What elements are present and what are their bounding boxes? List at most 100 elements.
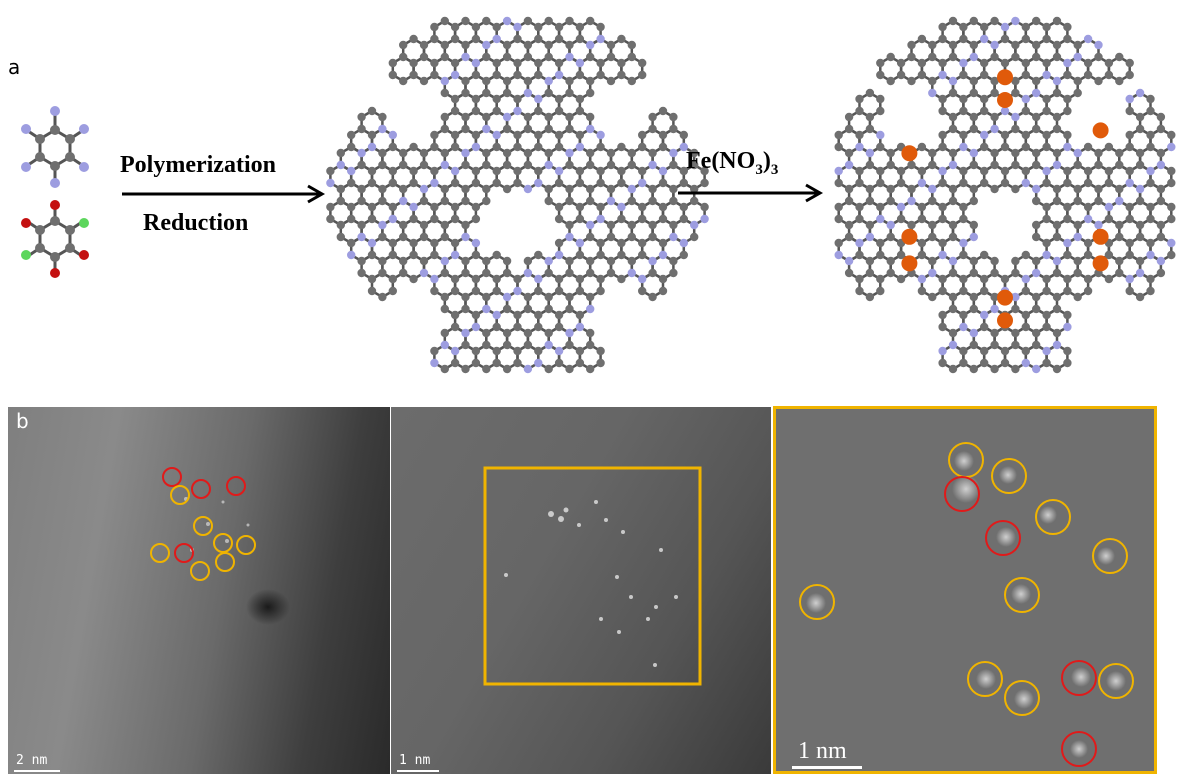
carbon-atom [1032,196,1041,206]
red-circle [191,479,211,499]
nitrogen-atom [959,238,968,248]
carbon-atom [617,34,626,44]
carbon-atom [326,166,335,176]
carbon-atom [980,358,989,368]
carbon-atom [575,106,585,116]
carbon-atom [388,238,397,248]
carbon-atom [658,142,668,152]
carbon-atom [1156,196,1166,206]
carbon-atom [461,256,470,266]
nitrogen-atom [1125,178,1134,188]
carbon-atom [347,214,356,224]
carbon-atom [1094,76,1103,86]
carbon-atom [1052,124,1062,134]
carbon-atom [502,124,512,134]
carbon-atom [896,214,906,224]
carbon-atom [554,178,564,188]
nitrogen-atom [596,130,605,140]
carbon-atom [440,196,449,206]
carbon-atom [430,202,439,212]
carbon-atom [471,310,481,320]
carbon-atom [1000,346,1010,356]
carbon-atom [928,220,937,230]
carbon-atom [430,238,439,248]
carbon-atom [617,142,626,152]
nitrogen-atom [606,196,616,206]
carbon-atom [969,112,978,122]
carbon-atom [865,88,875,98]
carbon-atom [1073,184,1082,194]
carbon-atom [586,340,595,350]
carbon-atom [544,268,553,278]
carbon-atom [1115,160,1124,170]
carbon-atom [1011,124,1020,134]
carbon-atom [367,274,377,284]
nitrogen-atom [917,178,927,188]
carbon-atom [565,220,574,230]
carbon-atom [938,130,947,140]
carbon-atom [367,250,377,260]
carbon-atom [440,268,449,278]
carbon-atom [596,238,605,248]
nitrogen-atom [367,142,377,152]
carbon-atom [865,292,875,302]
nitrogen-atom [1167,238,1176,248]
carbon-atom [1135,256,1145,266]
carbon-atom [554,22,564,32]
nitrogen-atom [1042,250,1051,260]
carbon-atom [948,328,958,338]
carbon-atom [959,346,968,356]
carbon-atom [409,58,418,68]
carbon-atom [627,40,636,50]
carbon-atom [1011,268,1020,278]
carbon-atom [399,220,408,230]
carbon-atom [357,112,366,122]
carbon-atom [1032,340,1041,350]
carbon-atom [554,358,564,368]
nitrogen-atom [938,346,947,356]
carbon-atom [1125,202,1134,212]
nitrogen-atom [554,346,564,356]
carbon-atom [1115,232,1124,242]
carbon-atom [669,160,678,170]
carbon-atom [1021,166,1030,176]
carbon-atom [450,94,460,104]
carbon-atom [1094,148,1103,158]
carbon-atom [886,160,895,170]
scalebar-label-1: 2 nm [16,753,48,768]
carbon-atom [513,70,522,80]
nitrogen-atom [388,214,397,224]
carbon-atom [461,196,470,206]
carbon-atom [648,268,657,278]
carbon-atom [565,124,574,134]
carbon-atom [565,184,574,194]
carbon-atom [1021,286,1030,296]
carbon-atom [430,58,439,68]
nitrogen-atom [326,178,335,188]
carbon-atom [938,34,947,44]
carbon-atom [1094,160,1103,170]
carbon-atom [482,268,491,278]
carbon-atom [1125,58,1134,68]
nitrogen-atom [690,220,699,230]
carbon-atom [513,358,522,368]
carbon-atom [980,286,989,296]
carbon-atom [544,88,553,98]
carbon-atom [523,16,533,26]
carbon-atom [1063,166,1072,176]
carbon-atom [554,94,564,104]
nitrogen-atom [461,232,470,242]
nitrogen-atom [617,202,626,212]
nitrogen-atom [834,250,843,260]
carbon-atom [855,250,864,260]
nitrogen-atom [471,322,481,332]
carbon-atom [575,346,585,356]
stem-image-middle: 1 nm [391,407,771,774]
carbon-atom [959,286,968,296]
carbon-atom [1156,220,1166,230]
carbon-atom [440,184,449,194]
carbon-atom [586,232,595,242]
nitrogen-atom [980,130,989,140]
carbon-atom [1083,166,1093,176]
nitrogen-atom [917,274,927,284]
